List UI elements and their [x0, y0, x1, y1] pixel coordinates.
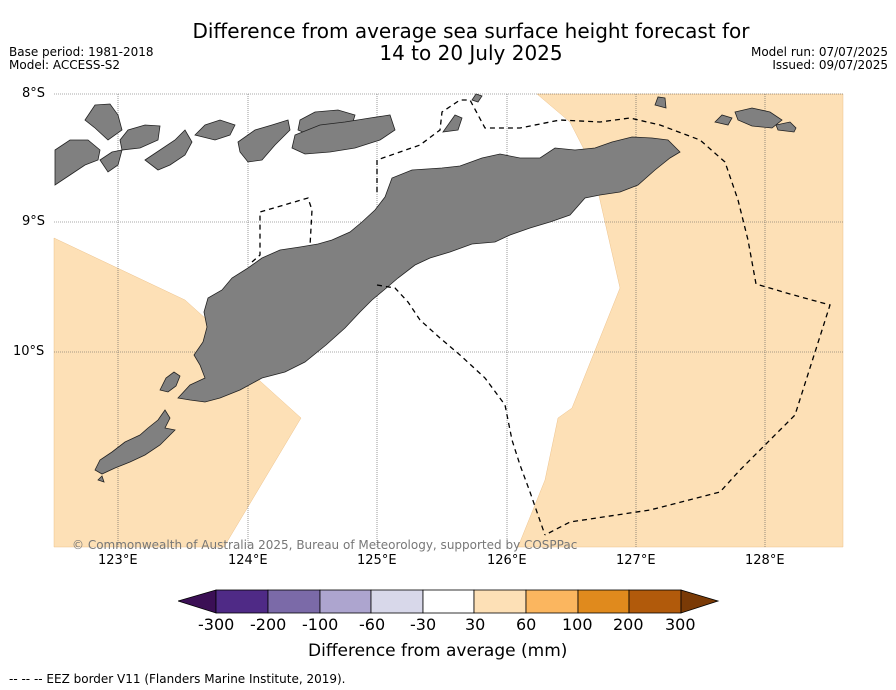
colorbar-extend-low	[178, 589, 217, 614]
leti-island	[714, 114, 733, 126]
rote-island	[94, 409, 176, 475]
colorbar-title: Difference from average (mm)	[308, 641, 568, 661]
meta-left: Base period: 1981-2018 Model: ACCESS-S2	[9, 46, 154, 72]
wetar-east-island	[291, 114, 396, 155]
copyright-notice: © Commonwealth of Australia 2025, Bureau…	[72, 538, 578, 552]
colorbar-bin-9	[628, 589, 682, 614]
moa-island	[734, 107, 783, 129]
colorbar-tick-7: 60	[516, 615, 537, 634]
title-line-1: Difference from average sea surface heig…	[192, 19, 750, 43]
model-run: Model run: 07/07/2025	[750, 45, 888, 59]
base-period: Base period: 1981-2018	[9, 45, 154, 59]
timor-island	[177, 136, 681, 403]
map-svg	[53, 93, 844, 548]
meta-right: Model run: 07/07/2025 Issued: 09/07/2025	[751, 46, 888, 72]
colorbar-tick-3: -100	[302, 615, 339, 634]
ndao-island	[97, 475, 105, 483]
alor-pantar-islands	[54, 139, 101, 186]
colorbar-bin-2	[267, 589, 321, 614]
colorbar-extend-high	[680, 589, 720, 614]
semau-island	[159, 371, 181, 393]
colorbar-tick-1: -300	[198, 615, 235, 634]
colorbar-bin-8	[577, 589, 630, 614]
lon-label-127e: 127°E	[616, 553, 656, 568]
colorbar-bin-1	[215, 589, 269, 614]
lomblen-island	[119, 124, 161, 151]
atauro-island	[442, 114, 463, 133]
colorbar-tick-10: 300	[665, 615, 696, 634]
map-title: Difference from average sea surface heig…	[0, 20, 896, 64]
colorbar-tick-4: -60	[359, 615, 386, 634]
land	[54, 93, 797, 483]
eez-borders	[251, 99, 831, 536]
colorbar-tick-8: 100	[562, 615, 593, 634]
colorbar-bin-5	[422, 589, 475, 614]
colorbar-bin-6	[473, 589, 527, 614]
lon-label-125e: 125°E	[357, 553, 397, 568]
colorbar-tick-6: 30	[465, 615, 486, 634]
colorbar-bin-7	[525, 589, 579, 614]
wetar-west	[194, 119, 236, 141]
alor-island	[237, 119, 291, 163]
kisar-island	[654, 96, 667, 109]
eez-line-south	[376, 284, 546, 536]
anomaly-region-southwest	[53, 237, 302, 548]
eez-legend-note: -- -- -- EEZ border V11 (Flanders Marine…	[9, 672, 346, 686]
adonara-island	[144, 129, 193, 171]
lat-label-9s: 9°S	[22, 214, 46, 229]
flores-east-island	[99, 149, 123, 173]
lon-label-126e: 126°E	[487, 553, 527, 568]
lakor-island	[775, 121, 797, 133]
romang-island	[471, 93, 483, 103]
eez-line-north	[376, 99, 831, 536]
colorbar-bin-3	[319, 589, 372, 614]
lon-label-128e: 128°E	[745, 553, 785, 568]
colorbar-tick-5: -30	[410, 615, 437, 634]
colorbar-bin-4	[370, 589, 424, 614]
model-name: Model: ACCESS-S2	[9, 58, 121, 72]
issued-date: Issued: 09/07/2025	[772, 58, 888, 72]
colorbar-tick-9: 200	[613, 615, 644, 634]
colorbar	[178, 589, 720, 614]
title-line-2: 14 to 20 July 2025	[379, 41, 563, 65]
pantar-island	[84, 103, 123, 141]
lon-label-123e: 123°E	[98, 553, 138, 568]
lat-label-10s: 10°S	[13, 344, 45, 359]
lat-label-8s: 8°S	[22, 86, 46, 101]
lon-label-124e: 124°E	[228, 553, 268, 568]
colorbar-tick-2: -200	[250, 615, 287, 634]
